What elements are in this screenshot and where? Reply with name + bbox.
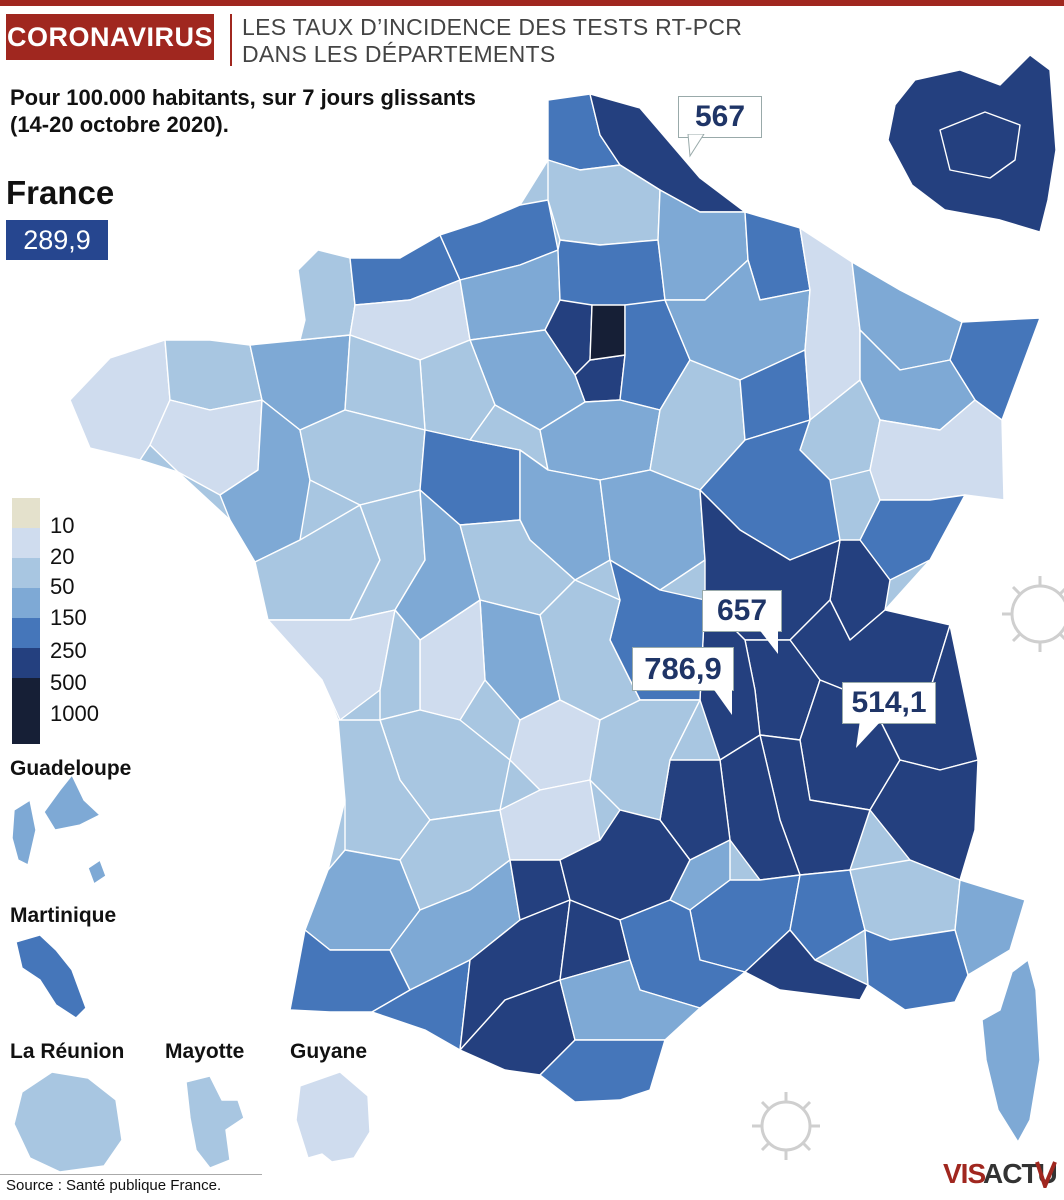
logo-mark-icon <box>1035 1161 1057 1188</box>
legend-swatch-1000 <box>12 678 40 744</box>
guadeloupe-shape <box>11 774 107 885</box>
national-label: France <box>6 174 115 211</box>
dept-vaucluse <box>789 869 866 961</box>
dept-var <box>864 929 969 1011</box>
legend-swatch-20 <box>12 528 40 558</box>
visactu-logo: VIS ACTU <box>943 1158 1059 1190</box>
legend-label: 1000 <box>50 701 99 726</box>
title-divider <box>230 14 232 66</box>
legend-label: 150 <box>50 605 87 630</box>
callout-pointer <box>758 628 778 654</box>
dept-haute-savoie <box>869 759 979 881</box>
guyane-shape <box>295 1071 371 1163</box>
dept-cantal <box>589 699 701 821</box>
mayotte-shape <box>185 1075 245 1169</box>
label-reunion: La Réunion <box>10 1040 125 1063</box>
callout-isere: 514,1 <box>842 682 936 724</box>
source-note: Source : Santé publique France. <box>0 1174 262 1196</box>
label-martinique: Martinique <box>10 904 117 927</box>
callout-pointer <box>856 720 882 748</box>
virus-icon <box>752 1092 820 1160</box>
legend-swatch-10 <box>12 498 40 528</box>
dept-cotes-armor <box>164 339 263 411</box>
title-line-1: LES TAUX D’INCIDENCE DES TESTS RT-PCR <box>242 14 743 40</box>
national-value: 289,9 <box>6 220 108 260</box>
dept-hautes-alpes <box>954 879 1026 976</box>
legend-label: 20 <box>50 544 75 569</box>
legend-swatch-150 <box>12 588 40 618</box>
logo-text: VIS <box>943 1158 986 1189</box>
dept-hautes-pyrenees <box>371 959 471 1051</box>
virus-icon <box>1002 576 1064 652</box>
dept-manche <box>297 249 356 341</box>
label-guadeloupe: Guadeloupe <box>10 757 132 780</box>
dept-pyrenees-orientales <box>539 1039 666 1103</box>
reunion-shape <box>13 1071 123 1173</box>
subtitle-line-1: Pour 100.000 habitants, sur 7 jours glis… <box>10 85 476 110</box>
legend-swatch-50 <box>12 558 40 588</box>
map-title: LES TAUX D’INCIDENCE DES TESTS RT-PCR DA… <box>242 14 742 68</box>
callout-pointer <box>687 134 705 158</box>
legend-label: 50 <box>50 574 75 599</box>
dept-oise <box>557 239 666 313</box>
callout-pointer <box>712 687 732 715</box>
martinique-shape <box>15 934 87 1019</box>
callout-loire: 786,9 <box>632 647 734 691</box>
map-subtitle: Pour 100.000 habitants, sur 7 jours glis… <box>10 84 476 138</box>
label-mayotte: Mayotte <box>165 1040 245 1063</box>
legend-swatch-500 <box>12 648 40 678</box>
corsica <box>981 959 1041 1143</box>
dept-bouches-rhone <box>744 929 869 1001</box>
title-line-2: DANS LES DÉPARTEMENTS <box>242 41 556 67</box>
legend-label: 500 <box>50 670 87 695</box>
legend-label: 250 <box>50 638 87 663</box>
callout-nord: 567 <box>678 96 762 138</box>
legend-swatch-250 <box>12 618 40 648</box>
paris-inset-inner <box>939 111 1021 179</box>
dept-paris-petite-couronne <box>589 304 626 361</box>
callout-rhone: 657 <box>702 590 782 632</box>
top-accent-line <box>0 0 1064 6</box>
topic-tag: CORONAVIRUS <box>6 14 214 60</box>
subtitle-line-2: (14-20 octobre 2020). <box>10 112 229 137</box>
label-guyane: Guyane <box>290 1040 368 1063</box>
legend-label: 10 <box>50 513 75 538</box>
